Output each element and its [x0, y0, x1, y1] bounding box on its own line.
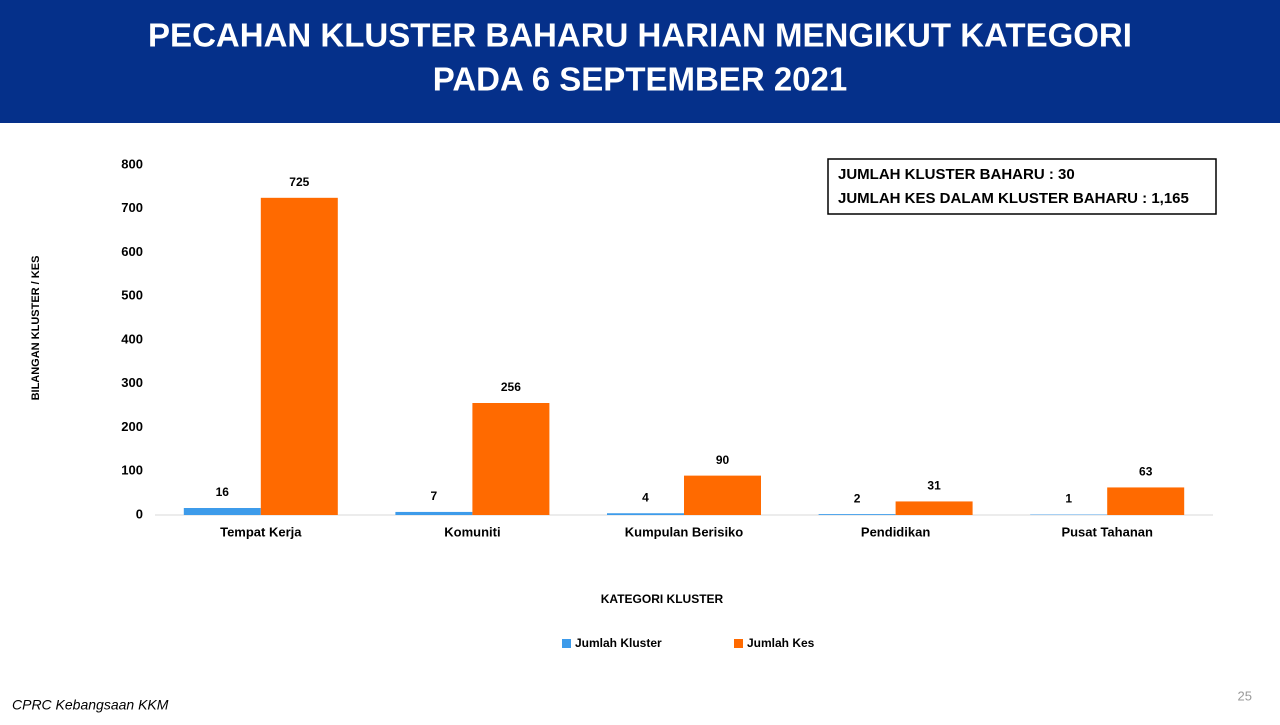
legend-label: Jumlah Kluster	[575, 636, 662, 650]
page-number: 25	[1238, 688, 1252, 703]
data-label: 63	[1139, 465, 1153, 479]
data-label: 725	[289, 175, 309, 189]
bar	[896, 501, 973, 515]
legend-swatch	[734, 639, 743, 648]
y-tick-label: 0	[136, 506, 143, 521]
y-tick-label: 400	[121, 331, 143, 346]
y-tick-label: 100	[121, 463, 143, 478]
bar	[472, 403, 549, 515]
data-label: 90	[716, 453, 730, 467]
footer: CPRC Kebangsaan KKM	[12, 697, 169, 713]
bar	[684, 476, 761, 515]
title-line: PECAHAN KLUSTER BAHARU HARIAN MENGIKUT K…	[148, 17, 1132, 54]
y-tick-label: 600	[121, 244, 143, 259]
x-tick-label: Pusat Tahanan	[1061, 524, 1153, 539]
data-label: 16	[216, 485, 230, 499]
x-tick-label: Tempat Kerja	[220, 524, 302, 539]
legend-label: Jumlah Kes	[747, 636, 815, 650]
bar	[395, 512, 472, 515]
data-label: 31	[927, 479, 941, 493]
bar	[261, 198, 338, 515]
annotation-line: JUMLAH KLUSTER BAHARU : 30	[838, 166, 1075, 183]
y-tick-label: 200	[121, 419, 143, 434]
y-tick-label: 800	[121, 156, 143, 171]
data-label: 256	[501, 380, 521, 394]
bar	[1107, 487, 1184, 515]
x-tick-label: Pendidikan	[861, 524, 930, 539]
annotation-line: JUMLAH KES DALAM KLUSTER BAHARU : 1,165	[838, 190, 1189, 207]
legend-swatch	[562, 639, 571, 648]
y-tick-label: 700	[121, 200, 143, 215]
data-label: 1	[1065, 492, 1072, 506]
title-line: PADA 6 SEPTEMBER 2021	[433, 61, 847, 98]
y-tick-label: 500	[121, 288, 143, 303]
y-axis-label: BILANGAN KLUSTER / KES	[30, 256, 42, 401]
x-tick-label: Komuniti	[444, 524, 500, 539]
data-label: 4	[642, 490, 649, 504]
bar	[184, 508, 261, 515]
data-label: 2	[854, 491, 861, 505]
data-label: 7	[431, 489, 438, 503]
bar	[607, 513, 684, 515]
y-tick-label: 300	[121, 375, 143, 390]
bar	[819, 514, 896, 515]
x-axis-label: KATEGORI KLUSTER	[601, 592, 724, 606]
x-tick-label: Kumpulan Berisiko	[625, 524, 744, 539]
